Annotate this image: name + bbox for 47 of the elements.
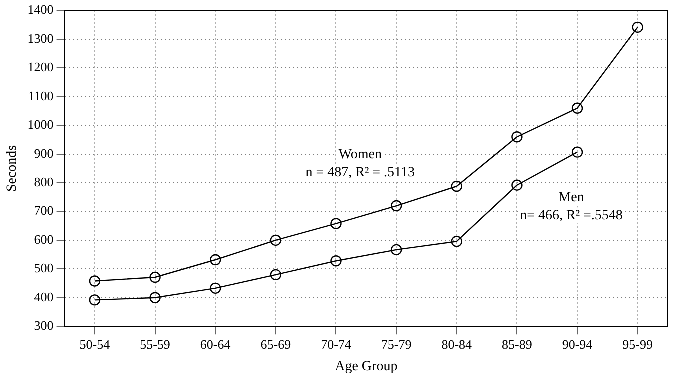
text: Women <box>338 147 382 162</box>
point <box>150 292 161 304</box>
x-tick-label: 90-94 <box>562 336 594 352</box>
point <box>572 146 584 158</box>
x-tick-label: 85-89 <box>502 336 532 352</box>
point <box>330 218 342 230</box>
point <box>89 294 101 306</box>
y-tick-label: 600 <box>34 232 54 247</box>
y-tick-label: 1300 <box>28 30 54 46</box>
y-axis-title: Seconds <box>5 145 20 192</box>
annotation: n = 487, R² = .5113 <box>306 165 416 180</box>
x-tick-label: 50-54 <box>80 336 111 352</box>
y-tick-label: 1400 <box>28 2 54 18</box>
x-tick-label: 75-79 <box>381 336 412 352</box>
y-tick-label: 900 <box>34 146 54 161</box>
y-tick-label: 1000 <box>28 117 54 132</box>
y-tick-label: 1100 <box>28 88 54 104</box>
series-label: Men <box>558 190 584 206</box>
point <box>270 269 282 281</box>
x-tick-label: 55-59 <box>140 336 170 352</box>
annotation: n= 466, R² =.5548 <box>520 208 623 224</box>
point <box>390 200 402 212</box>
point <box>632 22 644 34</box>
point <box>512 132 523 143</box>
x-axis-title: Age Group <box>335 359 398 374</box>
point <box>512 180 523 191</box>
point <box>89 276 101 287</box>
point <box>390 244 402 256</box>
point <box>210 282 222 294</box>
y-tick-label: 700 <box>34 203 54 218</box>
x-tick-label: 80-84 <box>442 336 473 352</box>
y-tick-label: 800 <box>34 174 54 190</box>
x-tick-label: 65-69 <box>260 336 292 352</box>
y-tick-label: 1200 <box>28 60 54 75</box>
point <box>451 180 462 192</box>
point <box>572 102 584 114</box>
point <box>451 236 462 248</box>
x-tick-label: 95-99 <box>622 336 654 352</box>
y-tick-label: 300 <box>34 318 54 334</box>
y-tick-label: 500 <box>34 260 54 276</box>
point <box>210 254 222 266</box>
point <box>330 256 342 267</box>
x-tick-label: 70-74 <box>321 336 352 352</box>
y-tick-label: 400 <box>34 289 54 304</box>
point <box>270 234 282 246</box>
x-tick-label: 60-64 <box>200 336 232 352</box>
point <box>150 272 161 284</box>
